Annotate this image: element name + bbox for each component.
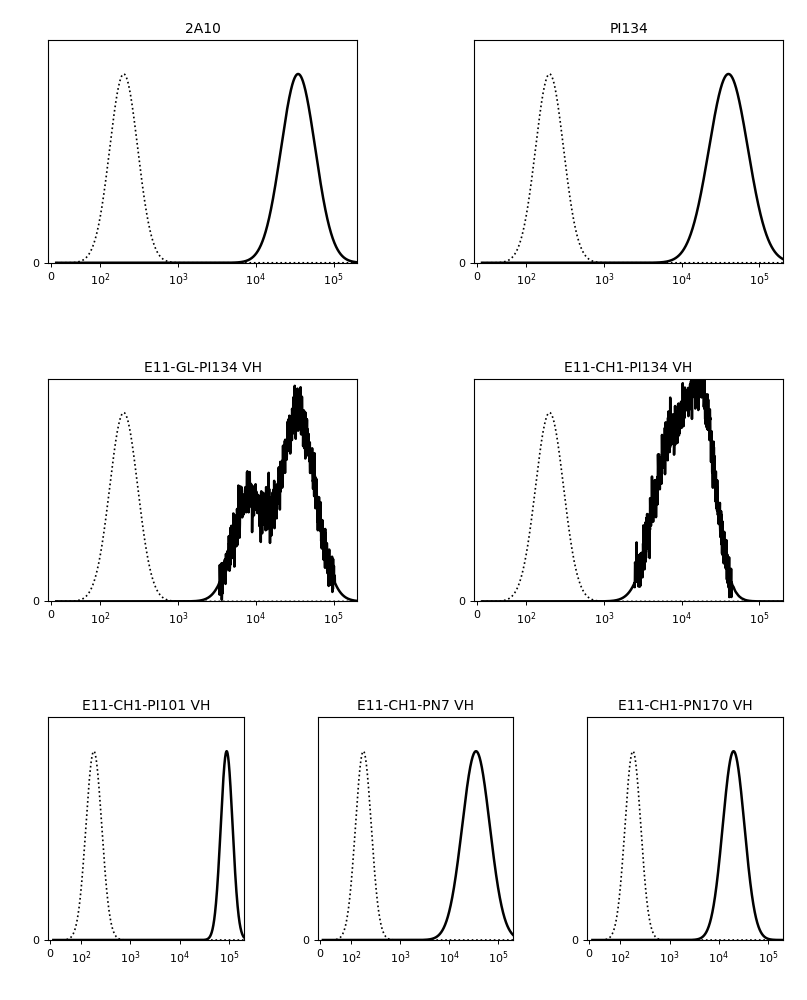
Title: E11-CH1-PI134 VH: E11-CH1-PI134 VH [564, 361, 692, 375]
Title: 2A10: 2A10 [185, 22, 220, 36]
Title: E11-GL-PI134 VH: E11-GL-PI134 VH [144, 361, 261, 375]
Title: E11-CH1-PI101 VH: E11-CH1-PI101 VH [82, 699, 211, 713]
Title: E11-CH1-PN7 VH: E11-CH1-PN7 VH [358, 699, 474, 713]
Title: E11-CH1-PN170 VH: E11-CH1-PN170 VH [618, 699, 752, 713]
Title: PI134: PI134 [609, 22, 648, 36]
